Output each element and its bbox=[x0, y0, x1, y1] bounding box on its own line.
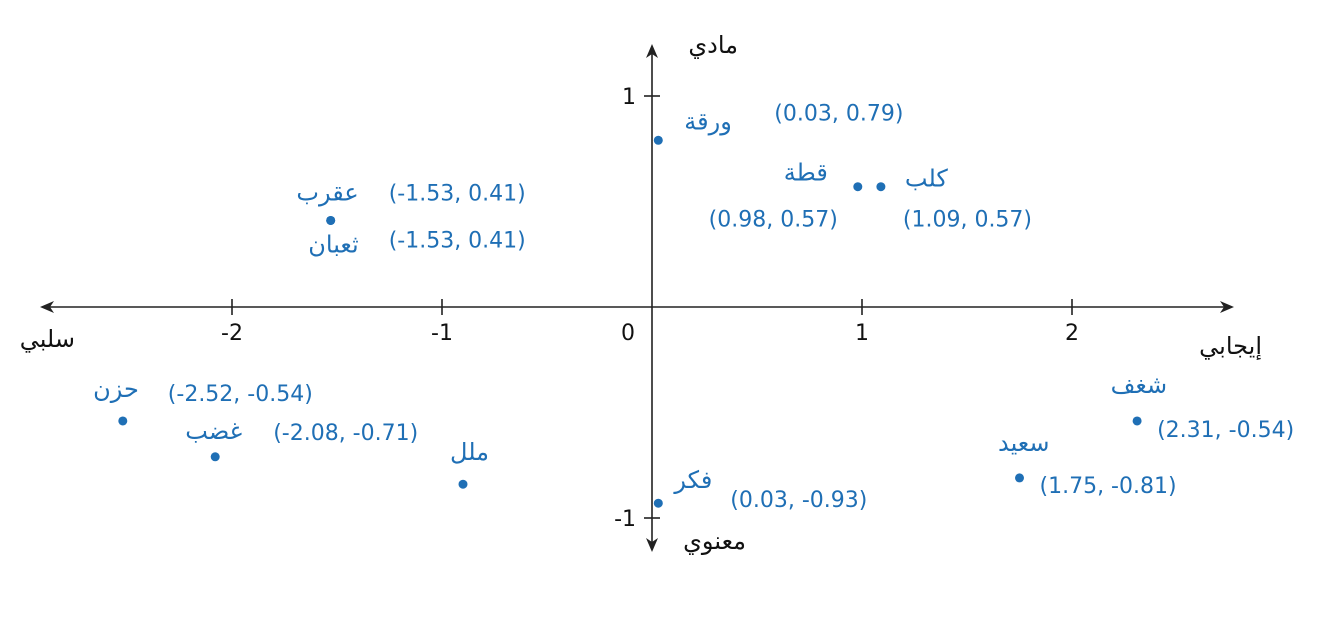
x-tick-label: -2 bbox=[221, 321, 243, 346]
y-tick-label: -1 bbox=[614, 507, 636, 532]
point-coordinate-label: (1.75, -0.81) bbox=[1040, 474, 1177, 499]
x-axis-arrow-left bbox=[40, 301, 54, 313]
data-point bbox=[653, 135, 663, 145]
point-word-label: غضب bbox=[185, 417, 242, 445]
x-tick-label: 0 bbox=[621, 321, 635, 346]
point-coordinate-label: (2.31, -0.54) bbox=[1157, 418, 1294, 443]
y-axis-arrow-up bbox=[646, 44, 658, 58]
y-tick-label: 1 bbox=[622, 85, 636, 110]
data-point bbox=[1132, 416, 1142, 426]
data-point bbox=[876, 182, 886, 192]
data-points: ورقة (0.03, 0.79) قطة (0.98, 0.57) كلب (1.09,… bbox=[93, 101, 1294, 513]
point-word-label: عقرب bbox=[296, 178, 358, 206]
data-point bbox=[118, 416, 128, 426]
axis-pole-labels: سلبي إيجابي مادي معنوي bbox=[20, 31, 1262, 555]
point-coordinate-label: (-1.53, 0.41) bbox=[389, 228, 526, 253]
ticks: -2 -1 0 1 2 1 -1 bbox=[221, 85, 1079, 532]
x-tick-label: -1 bbox=[431, 321, 453, 346]
point-word-label: ورقة bbox=[684, 107, 732, 135]
point-coordinate-label: (-2.08, -0.71) bbox=[273, 421, 418, 446]
point-word-label: ملل bbox=[450, 438, 489, 466]
y-axis-arrow-down bbox=[646, 538, 658, 552]
point-coordinate-label: (0.03, -0.93) bbox=[730, 488, 867, 513]
point-word-label: حزن bbox=[93, 375, 139, 403]
y-positive-pole-label: مادي bbox=[688, 31, 738, 59]
data-point bbox=[326, 215, 336, 225]
point-coordinate-label: (-2.52, -0.54) bbox=[168, 382, 313, 407]
x-axis-arrow-right bbox=[1220, 301, 1234, 313]
point-coordinate-label: (1.09, 0.57) bbox=[903, 208, 1032, 233]
axes bbox=[40, 44, 1234, 552]
point-word-label: شغف bbox=[1111, 371, 1168, 399]
data-point bbox=[458, 479, 468, 489]
point-coordinate-label: (0.03, 0.79) bbox=[774, 101, 903, 126]
data-point bbox=[653, 498, 663, 508]
point-word-label: سعيد bbox=[998, 429, 1050, 457]
x-positive-pole-label: إيجابي bbox=[1199, 332, 1262, 361]
x-tick-label: 2 bbox=[1065, 321, 1079, 346]
x-negative-pole-label: سلبي bbox=[20, 325, 75, 353]
point-coordinate-label: (-1.53, 0.41) bbox=[389, 181, 526, 206]
point-word-label: كلب bbox=[905, 165, 949, 193]
point-coordinate-label: (0.98, 0.57) bbox=[709, 208, 838, 233]
point-word-label: قطة bbox=[784, 159, 828, 187]
point-word-label: فكر bbox=[673, 466, 712, 494]
y-negative-pole-label: معنوي bbox=[683, 527, 746, 555]
x-tick-label: 1 bbox=[855, 321, 869, 346]
data-point bbox=[210, 452, 220, 462]
data-point bbox=[853, 182, 863, 192]
point-word-label: ثعبان bbox=[308, 230, 358, 258]
data-point bbox=[1015, 473, 1024, 483]
